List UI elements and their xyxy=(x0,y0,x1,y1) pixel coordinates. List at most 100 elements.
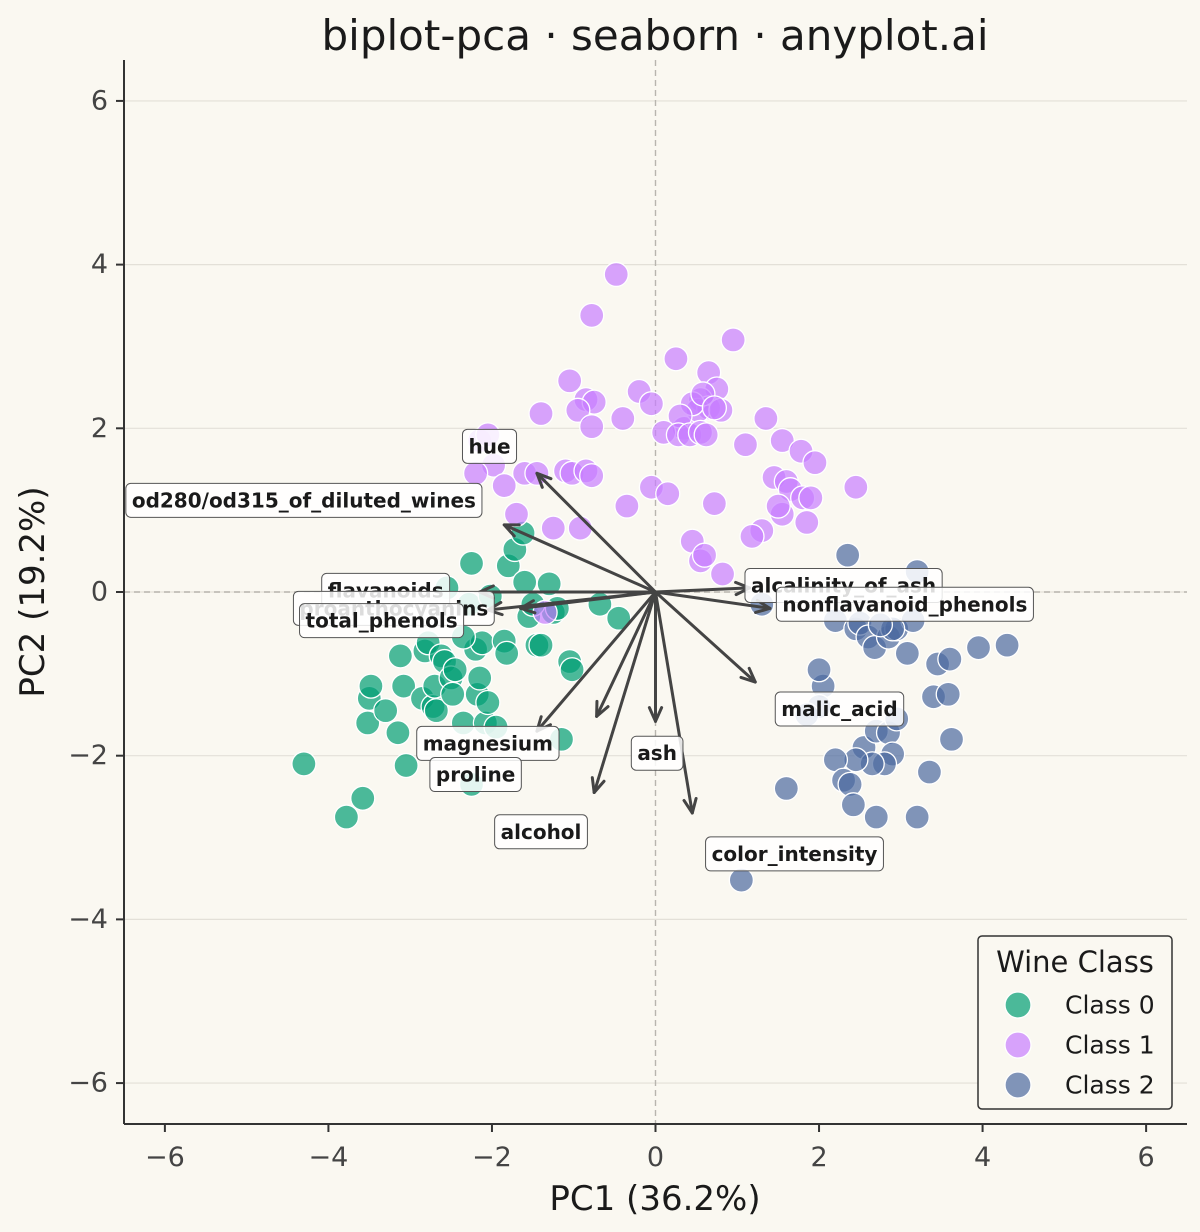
loading-label-box xyxy=(775,586,1034,622)
point-class2-32 xyxy=(840,792,867,818)
loading-label-text: ash xyxy=(637,741,677,765)
loading-arrowhead-malic_acid xyxy=(739,666,757,684)
loading-arrowhead-alcohol xyxy=(590,776,606,795)
loading-arrowhead-hue xyxy=(535,471,553,489)
point-class2-33 xyxy=(773,775,799,802)
loading-label-text: od280/od315_of_diluted_wines xyxy=(132,488,476,512)
point-class0-0 xyxy=(291,751,317,777)
point-class1-22 xyxy=(610,405,636,432)
loading-arrow-hue xyxy=(535,471,657,594)
loading-arrowhead-color_intensity xyxy=(682,796,698,815)
point-class1-64 xyxy=(709,561,736,587)
point-class0-7 xyxy=(385,720,411,746)
x-tick-label: −6 xyxy=(145,1142,185,1173)
point-class0-30 xyxy=(475,689,501,716)
loading-label-total_phenols: total_phenols xyxy=(299,603,465,639)
point-class1-62 xyxy=(503,501,530,527)
point-class0-10 xyxy=(393,752,419,779)
point-class0-5 xyxy=(358,673,384,699)
loading-label-text: color_intensity xyxy=(712,842,878,866)
point-class1-20 xyxy=(528,400,554,427)
point-class2-37 xyxy=(728,867,755,893)
loading-arrow-od280/od315_of_diluted_wines xyxy=(502,523,657,594)
legend-title: Wine Class xyxy=(996,945,1154,979)
point-class1-46 xyxy=(655,481,681,507)
loading-label-text: hue xyxy=(468,434,510,458)
legend-marker-2 xyxy=(1004,1071,1032,1099)
point-class1-44 xyxy=(491,472,517,499)
loading-label-box xyxy=(494,814,588,850)
point-class1-53 xyxy=(614,493,640,519)
axes: −6 −4 −2 0 2 4 6 −6 −4 −2 0 2 4 6 xyxy=(68,60,1187,1173)
loading-label-proline: proline xyxy=(429,757,522,793)
loading-label-ash: ash xyxy=(630,735,684,771)
loading-label-box xyxy=(461,428,518,464)
point-class0-20 xyxy=(440,681,466,707)
x-tick-label: 6 xyxy=(1138,1142,1155,1173)
loading-label-box xyxy=(705,836,884,872)
y-tick-label: 6 xyxy=(91,85,108,116)
loading-arrow-total_phenols xyxy=(486,590,657,612)
point-class2-13 xyxy=(965,635,992,661)
point-class0-48 xyxy=(606,605,632,631)
y-tick-label: 4 xyxy=(91,249,108,280)
loading-label-malic_acid: malic_acid xyxy=(774,691,905,727)
x-tick-label: 0 xyxy=(647,1142,664,1173)
loading-label-magnesium: magnesium xyxy=(416,725,560,761)
loading-label-text: magnesium xyxy=(423,731,553,755)
point-class0-27 xyxy=(467,665,493,691)
point-class1-5 xyxy=(556,368,583,394)
point-class0-46 xyxy=(559,657,585,683)
loading-label-hue: hue xyxy=(461,428,518,464)
point-class0-51 xyxy=(512,569,538,595)
point-class1-0 xyxy=(603,261,629,288)
loading-label-box xyxy=(774,691,905,727)
legend-label-0: Class 0 xyxy=(1065,991,1155,1020)
point-class1-43 xyxy=(462,460,489,486)
y-axis-label: PC2 (19.2%) xyxy=(13,486,53,697)
loading-arrow-color_intensity xyxy=(654,590,694,815)
point-class1-2 xyxy=(720,327,746,353)
loading-label-text: total_phenols xyxy=(306,609,458,633)
loading-arrow-alcalinity_of_ash xyxy=(654,586,752,594)
point-class2-40 xyxy=(806,657,832,683)
point-class1-10 xyxy=(638,391,665,417)
loading-arrowhead-nonflavanoid_phenols xyxy=(754,598,772,614)
point-class1-28 xyxy=(693,422,719,448)
legend-label-1: Class 1 xyxy=(1065,1031,1155,1060)
loading-arrow-nonflavanoid_phenols xyxy=(654,590,772,610)
point-class0-21 xyxy=(442,657,468,683)
loading-label-od280/od315_of_diluted_wines: od280/od315_of_diluted_wines xyxy=(125,482,483,518)
point-class2-16 xyxy=(935,681,961,707)
point-class1-56 xyxy=(794,509,820,536)
loading-label-text: malic_acid xyxy=(781,697,897,721)
point-class1-51 xyxy=(798,485,824,511)
point-class0-24 xyxy=(458,550,485,577)
x-tick-label: −2 xyxy=(472,1142,512,1173)
loading-arrows xyxy=(478,471,772,815)
point-class2-10 xyxy=(894,640,920,667)
point-class0-9 xyxy=(391,673,417,699)
point-class2-35 xyxy=(904,804,930,830)
loading-label-text: proline xyxy=(436,763,515,787)
point-class1-57 xyxy=(540,515,566,541)
loading-label-box xyxy=(299,603,465,639)
x-tick-label: −4 xyxy=(309,1142,349,1173)
point-class1-21 xyxy=(565,397,591,423)
loading-label-text: alcohol xyxy=(501,820,582,844)
point-class1-19 xyxy=(701,395,728,421)
y-tick-label: −2 xyxy=(68,740,108,771)
chart-title: biplot-pca · seaborn · anyplot.ai xyxy=(322,11,989,60)
point-class0-6 xyxy=(373,698,399,724)
loading-arrowhead-ash xyxy=(647,706,664,723)
point-class1-52 xyxy=(843,474,869,500)
point-class1-1 xyxy=(579,302,605,329)
point-class0-2 xyxy=(350,785,376,811)
loading-label-box xyxy=(429,757,522,793)
point-class0-1 xyxy=(333,804,360,830)
point-class2-0 xyxy=(835,542,861,568)
y-tick-label: 0 xyxy=(91,577,108,608)
y-tick-label: −4 xyxy=(68,904,108,935)
loading-label-nonflavanoid_phenols: nonflavanoid_phenols xyxy=(775,586,1034,622)
